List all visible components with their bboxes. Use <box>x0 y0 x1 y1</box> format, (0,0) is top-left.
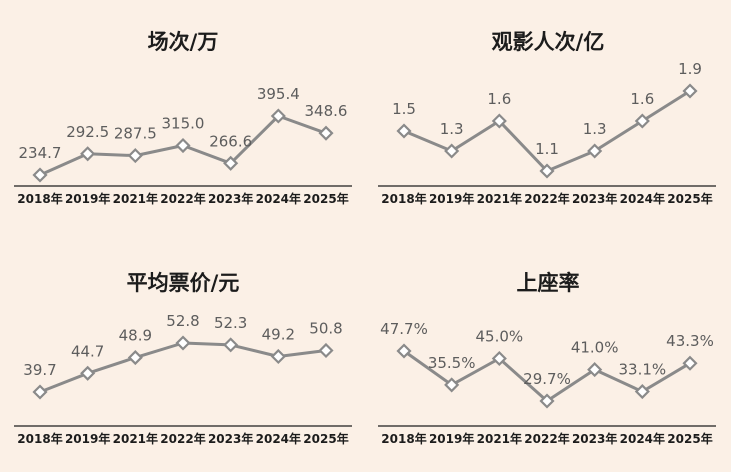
chart-admissions: 观影人次/亿 1.52018年1.32019年1.62021年1.12022年1… <box>378 30 716 206</box>
data-label: 50.8 <box>309 320 342 338</box>
x-tick-label: 2024年 <box>256 431 301 446</box>
chart-title: 场次/万 <box>148 30 219 54</box>
chart-title: 上座率 <box>517 271 580 295</box>
x-tick-label: 2018年 <box>381 431 426 446</box>
data-point <box>32 384 48 400</box>
data-point <box>175 137 191 154</box>
data-label: 1.1 <box>535 140 559 158</box>
x-tick-label: 2018年 <box>17 431 62 446</box>
data-point <box>318 342 334 359</box>
chart-title: 平均票价/元 <box>127 271 240 295</box>
data-label: 41.0% <box>571 339 619 357</box>
x-tick-label: 2018年 <box>17 191 62 206</box>
data-label: 348.6 <box>305 102 348 120</box>
x-tick-label: 2021年 <box>113 191 158 206</box>
data-point <box>444 143 460 159</box>
data-point <box>127 148 143 164</box>
data-point <box>396 123 412 139</box>
plot-area: 1.5 2018年 1.3 2019年 1.6 2021年 1.1 2022年 1.3 2023年… <box>378 60 716 206</box>
data-point <box>539 393 555 409</box>
data-label: 48.9 <box>119 327 152 345</box>
x-tick-label: 2024年 <box>256 191 301 206</box>
data-point <box>634 113 650 129</box>
data-label: 45.0% <box>476 328 524 346</box>
data-label: 266.6 <box>209 132 252 150</box>
data-label: 1.3 <box>583 120 607 138</box>
x-tick-label: 2019年 <box>429 431 474 446</box>
data-point <box>587 362 603 378</box>
data-point <box>223 337 239 353</box>
data-label: 1.3 <box>440 120 464 138</box>
x-tick-label: 2019年 <box>65 431 110 446</box>
data-point <box>32 167 48 183</box>
data-label: 33.1% <box>619 361 667 379</box>
x-tick-label: 2021年 <box>477 191 522 206</box>
data-label: 52.3 <box>214 314 247 332</box>
x-tick-label: 2025年 <box>667 191 712 206</box>
plot-area: 234.7 2018年 292.5 2019年 287.5 2021年 315.0 2022年… <box>14 85 352 206</box>
data-label: 44.7 <box>71 342 104 360</box>
data-label: 1.5 <box>392 100 416 118</box>
data-point <box>539 163 555 179</box>
x-tick-label: 2022年 <box>160 191 205 206</box>
x-tick-label: 2024年 <box>620 191 665 206</box>
data-label: 29.7% <box>523 370 571 388</box>
data-label: 287.5 <box>114 125 157 143</box>
data-point <box>682 83 698 99</box>
data-label: 395.4 <box>257 85 300 103</box>
x-tick-label: 2022年 <box>524 191 569 206</box>
plot-area: 39.7 2018年 44.7 2019年 48.9 2021年 52.8 2022年 52.3… <box>14 312 352 446</box>
chart-occupancy-rate: 上座率 47.7% 2018年 35.5% 2019年 45.0% 2021年 29.7% 2… <box>378 271 716 446</box>
x-tick-label: 2021年 <box>477 431 522 446</box>
data-label: 52.8 <box>166 312 199 330</box>
x-tick-label: 2023年 <box>572 431 617 446</box>
x-tick-label: 2025年 <box>667 431 712 446</box>
data-point <box>80 365 96 381</box>
data-point <box>175 335 191 351</box>
data-label: 292.5 <box>66 123 109 141</box>
data-label: 39.7 <box>23 361 56 379</box>
chart-title: 观影人次/亿 <box>492 30 605 54</box>
x-tick-label: 2018年 <box>381 191 426 206</box>
x-tick-label: 2024年 <box>620 431 665 446</box>
data-point <box>682 355 698 371</box>
data-label: 49.2 <box>262 326 295 344</box>
data-label: 1.9 <box>678 60 702 78</box>
data-label: 35.5% <box>428 354 476 372</box>
data-label: 47.7% <box>380 320 428 338</box>
x-tick-label: 2023年 <box>572 191 617 206</box>
data-label: 1.6 <box>630 90 654 108</box>
x-tick-label: 2019年 <box>429 191 474 206</box>
data-point <box>127 350 143 366</box>
x-tick-label: 2025年 <box>303 191 348 206</box>
chart-screenings: 场次/万 234.7 2018年 292.5 2019年 287.5 2021年 315.0… <box>14 30 352 206</box>
data-label: 43.3% <box>666 332 714 350</box>
x-tick-label: 2019年 <box>65 191 110 206</box>
data-point <box>491 350 507 367</box>
x-tick-label: 2022年 <box>524 431 569 446</box>
data-point <box>587 143 603 159</box>
data-point <box>318 125 334 141</box>
data-label: 1.6 <box>487 90 511 108</box>
data-point <box>223 155 239 171</box>
data-point <box>491 113 507 129</box>
data-point <box>396 343 412 359</box>
x-tick-label: 2023年 <box>208 431 253 446</box>
plot-area: 47.7% 2018年 35.5% 2019年 45.0% 2021年 29.7% 2022年… <box>378 320 716 446</box>
data-point <box>270 108 286 124</box>
x-tick-label: 2021年 <box>113 431 158 446</box>
x-tick-label: 2025年 <box>303 431 348 446</box>
data-point <box>270 348 286 365</box>
data-point <box>80 146 96 162</box>
data-label: 234.7 <box>19 144 62 162</box>
data-label: 315.0 <box>162 115 205 133</box>
chart-avg-ticket-price: 平均票价/元 39.7 2018年 44.7 2019年 48.9 2021年 52.8 20… <box>14 271 352 446</box>
data-point <box>444 377 460 393</box>
x-tick-label: 2023年 <box>208 191 253 206</box>
x-tick-label: 2022年 <box>160 431 205 446</box>
data-point <box>634 383 650 400</box>
